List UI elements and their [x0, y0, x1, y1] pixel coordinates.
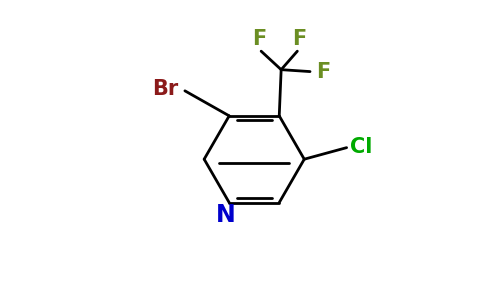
Text: N: N [216, 203, 236, 227]
Text: Br: Br [151, 79, 178, 99]
Text: F: F [292, 29, 306, 49]
Text: F: F [252, 29, 266, 49]
Text: Cl: Cl [349, 137, 372, 157]
Text: F: F [316, 61, 330, 82]
